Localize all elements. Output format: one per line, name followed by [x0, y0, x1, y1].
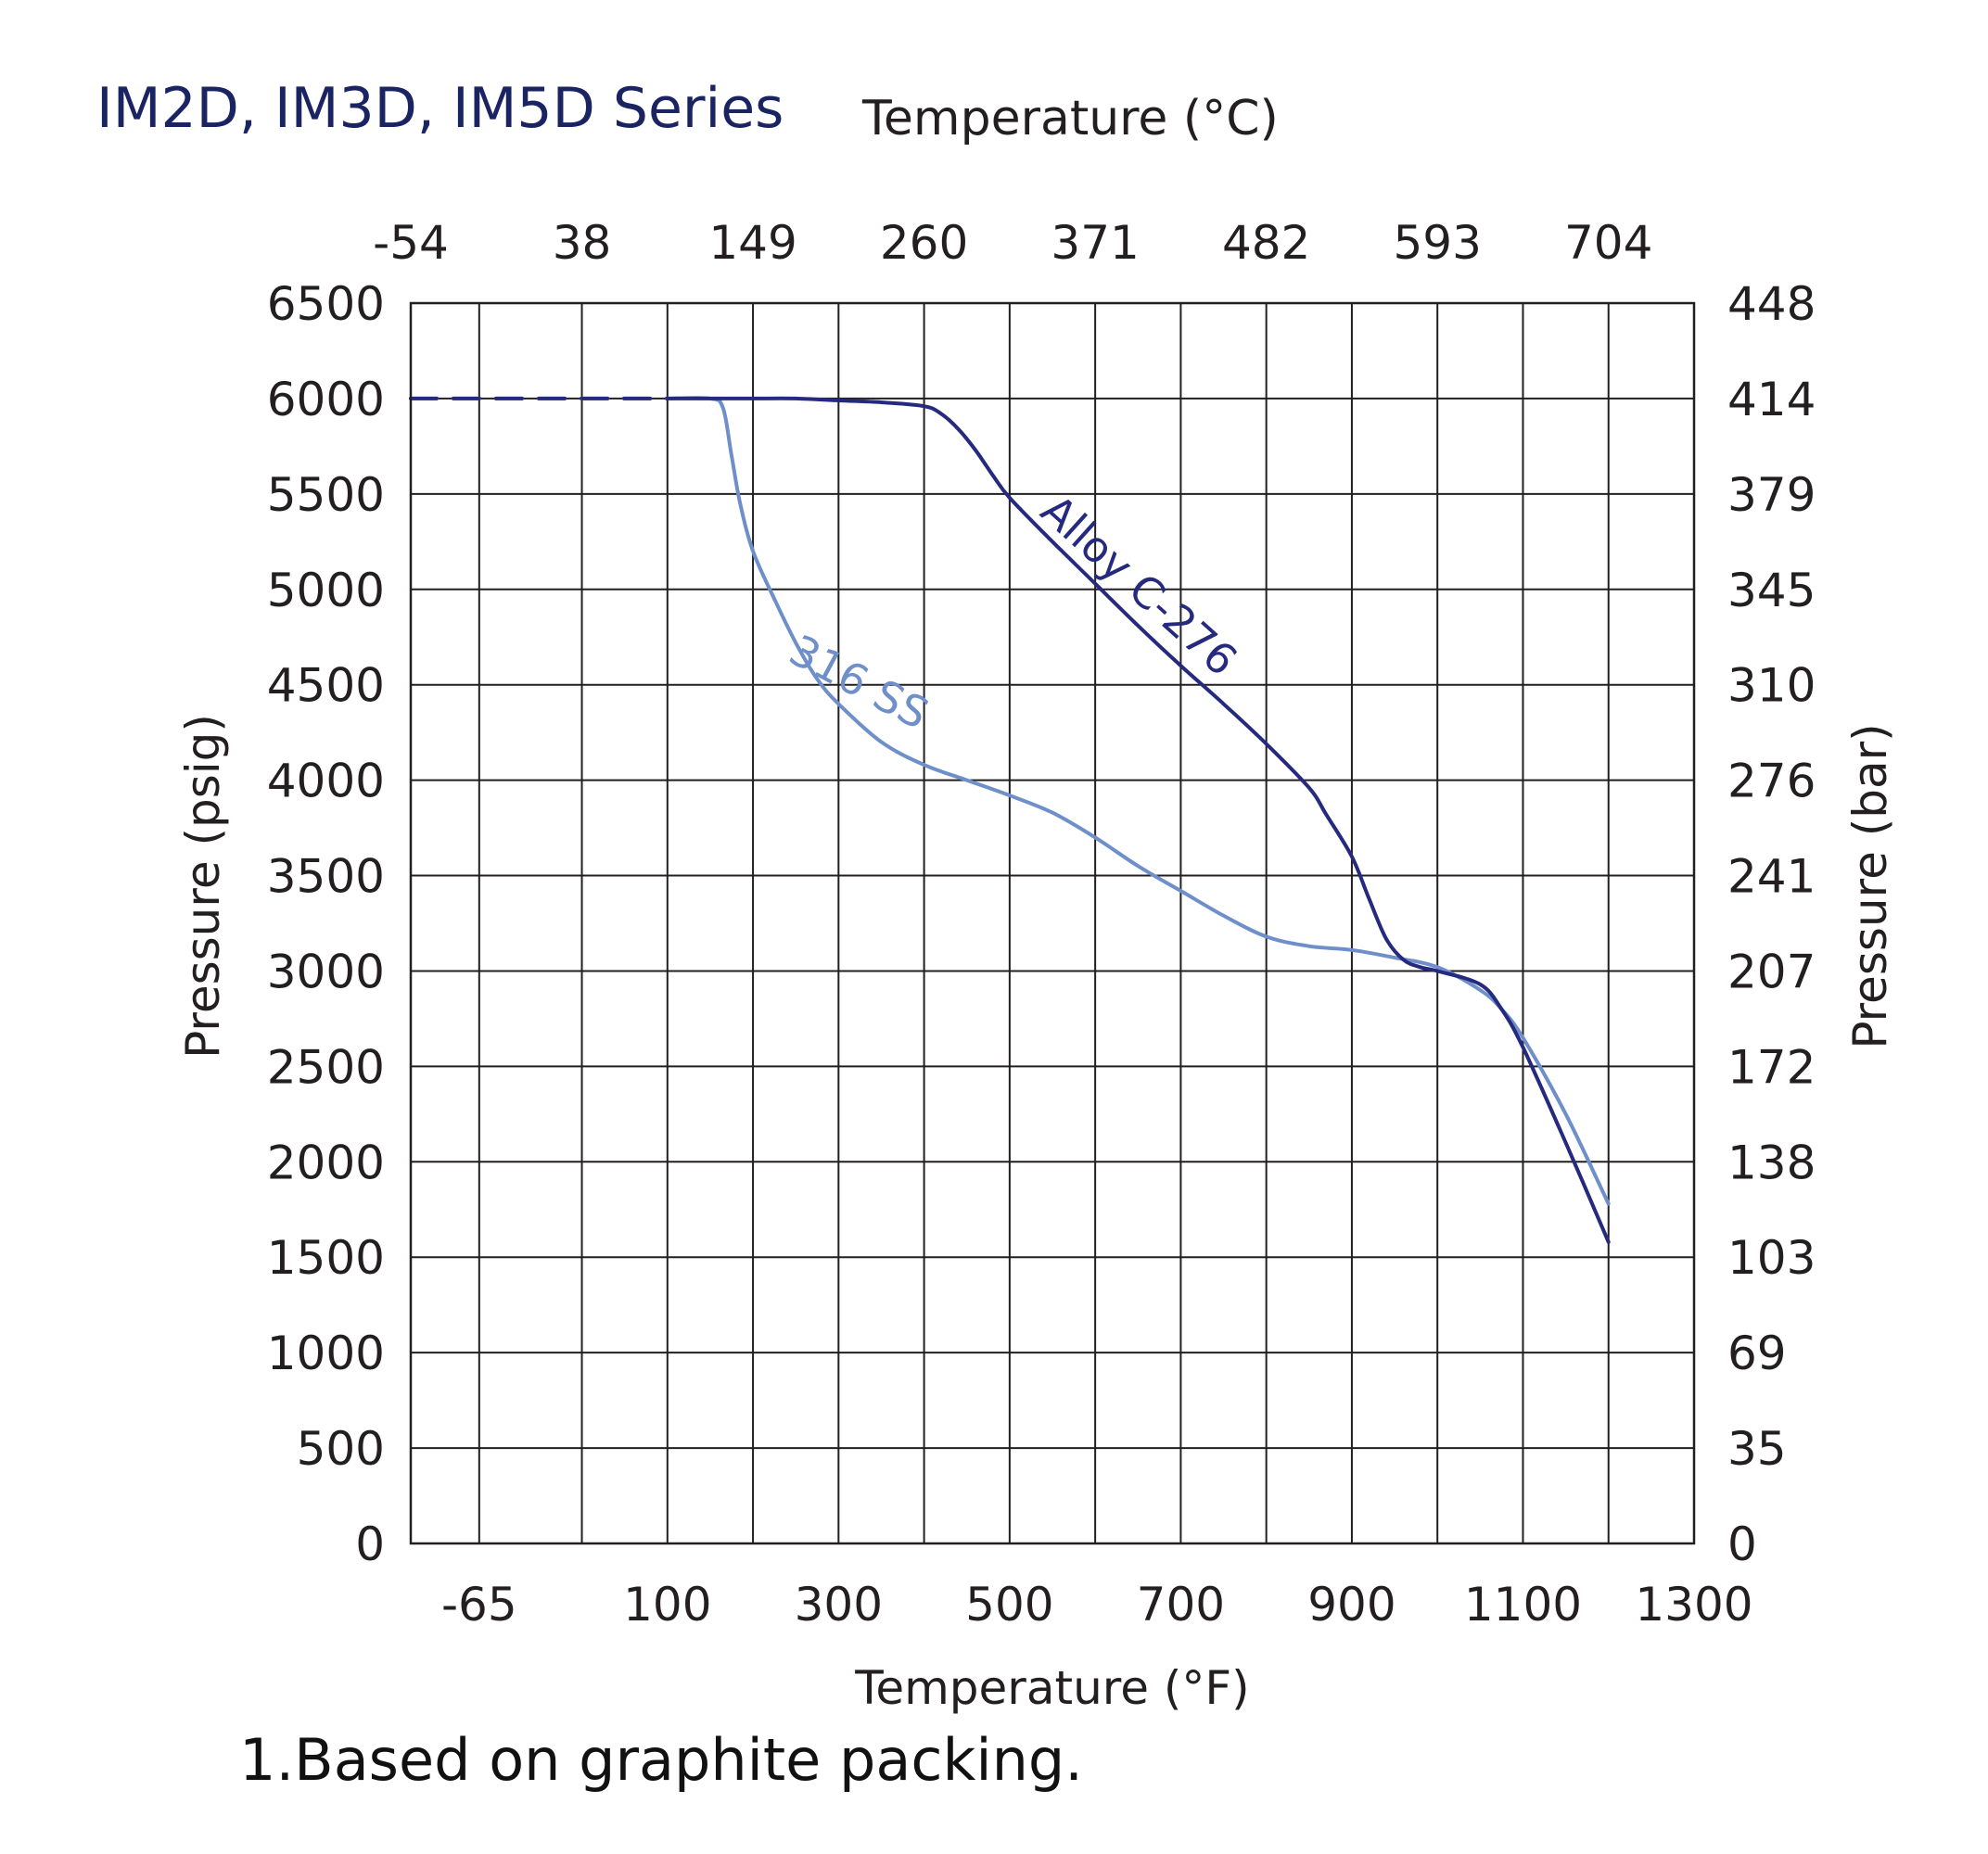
y-tick-label: 2500	[267, 1040, 385, 1094]
x-axis-title: Temperature (°F)	[854, 1661, 1249, 1715]
y2-axis-title: Pressure (bar)	[1843, 723, 1897, 1048]
series-alloy-c276-line	[665, 396, 1611, 1244]
y2-tick-label: 103	[1727, 1231, 1816, 1285]
x-tick-label: 900	[1307, 1578, 1395, 1632]
x-tick-label: 700	[1137, 1578, 1225, 1632]
x-tick-label: 100	[623, 1578, 711, 1632]
x-tick-label: -65	[441, 1578, 517, 1632]
x2-tick-label: 38	[553, 216, 612, 270]
y2-tick-label: 69	[1727, 1327, 1787, 1380]
y-tick-label: 3000	[267, 945, 385, 998]
plot-frame	[409, 301, 1696, 1545]
x-tick-label: 500	[965, 1578, 1053, 1632]
series-label-alloy-c276: Alloy C-276	[1032, 485, 1247, 685]
y2-tick-label: 310	[1727, 659, 1816, 713]
y2-tick-label: 207	[1727, 945, 1816, 998]
tick-layer: -65 100 300 500 700 900 1100 1300 -54 38 149 260 371…	[267, 216, 1816, 1632]
y-tick-label: 2000	[267, 1136, 385, 1189]
y-tick-label: 6000	[267, 373, 385, 426]
y-tick-label: 5000	[267, 564, 385, 617]
page-title: IM2D, IM3D, IM5D Series	[96, 76, 784, 141]
x2-tick-label: 149	[708, 216, 796, 270]
y2-tick-label: 345	[1727, 564, 1816, 617]
y2-tick-label: 276	[1727, 755, 1816, 808]
series-layer	[409, 396, 1611, 1244]
y2-tick-label: 172	[1727, 1040, 1816, 1094]
y-tick-label: 3500	[267, 850, 385, 904]
y-axis-title: Pressure (psig)	[176, 714, 230, 1059]
y2-tick-label: 138	[1727, 1136, 1816, 1189]
y-tick-label: 6500	[267, 277, 385, 331]
y-tick-label: 1000	[267, 1327, 385, 1380]
y2-tick-label: 414	[1727, 373, 1816, 426]
y-tick-label: 4500	[267, 659, 385, 713]
x-tick-label: 300	[795, 1578, 883, 1632]
grid-layer	[411, 302, 1694, 1544]
y2-tick-label: 0	[1727, 1517, 1757, 1571]
x2-tick-label: -54	[373, 216, 449, 270]
y-tick-label: 0	[355, 1517, 385, 1571]
y-tick-label: 5500	[267, 468, 385, 522]
x2-tick-label: 704	[1564, 216, 1652, 270]
y-tick-label: 4000	[267, 755, 385, 808]
footnote: 1.Based on graphite packing.	[239, 1726, 1083, 1794]
y2-tick-label: 379	[1727, 468, 1816, 522]
x-tick-label: 1300	[1635, 1578, 1752, 1632]
top-axis-title: Temperature (°C)	[862, 91, 1279, 146]
x2-tick-label: 593	[1393, 216, 1481, 270]
x-tick-label: 1100	[1464, 1578, 1582, 1632]
x2-tick-label: 371	[1051, 216, 1139, 270]
y-tick-label: 500	[297, 1422, 385, 1476]
y-tick-label: 1500	[267, 1231, 385, 1285]
y2-tick-label: 241	[1727, 850, 1816, 904]
y2-tick-label: 448	[1727, 277, 1816, 331]
series-316-ss-line	[665, 396, 1611, 1206]
x2-tick-label: 482	[1222, 216, 1310, 270]
y2-tick-label: 35	[1727, 1422, 1787, 1476]
x2-tick-label: 260	[880, 216, 968, 270]
